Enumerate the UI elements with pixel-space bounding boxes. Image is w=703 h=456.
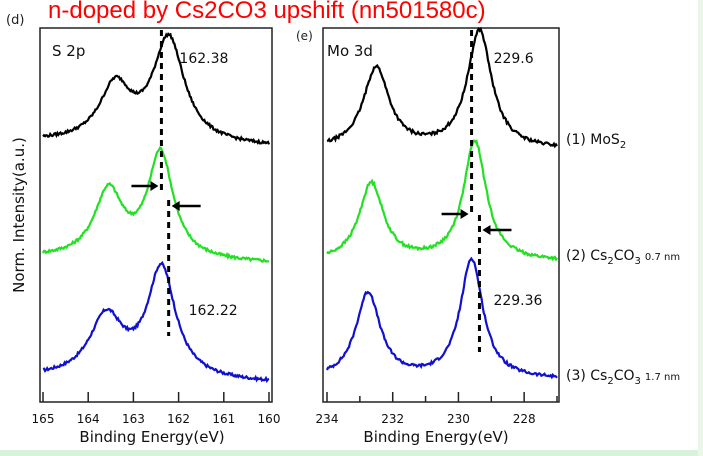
annotation-title: n-doped by Cs2CO3 upshift (nn501580c) <box>48 0 486 24</box>
peak-value-bottom: 162.22 <box>189 303 238 319</box>
panel-s2p: (d) S 2p 165 164 163 162 161 160 162.38 162.22… <box>6 13 280 446</box>
x-axis-label-d: Binding Energy(eV) <box>79 428 224 446</box>
peak-value-bottom: 229.36 <box>493 293 542 309</box>
x-tick-label: 160 <box>258 412 281 426</box>
peak-value-top: 229.6 <box>494 51 534 67</box>
panel-label-e: (e) <box>296 29 313 43</box>
peak-markers-e: 229.6 229.36 <box>441 30 543 352</box>
series-line-black <box>326 26 558 149</box>
y-axis-label: Norm. Intensity(a.u.) <box>10 137 28 293</box>
peak-value-top: 162.38 <box>179 51 228 67</box>
curves-e <box>325 26 558 380</box>
peak-markers-d: 162.38 162.22 <box>131 30 238 336</box>
x-axis-label-e: Binding Energy(eV) <box>363 428 508 446</box>
plot-frame-d <box>39 27 273 403</box>
x-tick-label: 230 <box>447 412 470 426</box>
series-label: (3) Cs2CO3 1.7 nm <box>566 368 680 387</box>
panel-title-e: Mo 3d <box>327 42 373 60</box>
series-labels: (3) Cs2CO3 1.7 nm (2) Cs2CO3 0.7 nm (1) MoS2 <box>566 132 680 387</box>
series-line-green <box>41 146 270 263</box>
right-border <box>698 0 703 456</box>
x-ticks-d: 165 164 163 162 161 160 <box>32 392 281 426</box>
bottom-border <box>0 450 703 456</box>
x-ticks-e: 234 232 230 228 <box>316 392 558 426</box>
panel-label-d: (d) <box>6 13 24 28</box>
arrow-right-head <box>150 181 159 191</box>
x-tick-label: 234 <box>316 412 339 426</box>
arrow-left-head <box>171 201 180 211</box>
series-line-blue <box>325 256 558 380</box>
x-tick-label: 164 <box>77 412 100 426</box>
x-tick-label: 232 <box>381 412 404 426</box>
series-line-black <box>42 32 271 145</box>
curves-d <box>41 32 271 384</box>
panel-title-d: S 2p <box>52 42 85 60</box>
series-line-blue <box>42 260 270 384</box>
arrow-left-head <box>482 225 491 235</box>
series-label: (1) MoS2 <box>566 132 626 151</box>
x-tick-label: 163 <box>122 412 145 426</box>
plot-frame-e <box>322 27 560 403</box>
series-label: (2) Cs2CO3 0.7 nm <box>566 248 680 267</box>
series-line-green <box>326 139 558 262</box>
x-tick-label: 228 <box>513 412 536 426</box>
x-tick-label: 162 <box>167 412 190 426</box>
arrow-right-head <box>460 209 469 219</box>
x-tick-label: 161 <box>212 412 235 426</box>
panel-mo3d: (e) Mo 3d 234 232 230 228 229.6 229.36 Bindi… <box>296 26 680 446</box>
x-tick-label: 165 <box>32 412 55 426</box>
